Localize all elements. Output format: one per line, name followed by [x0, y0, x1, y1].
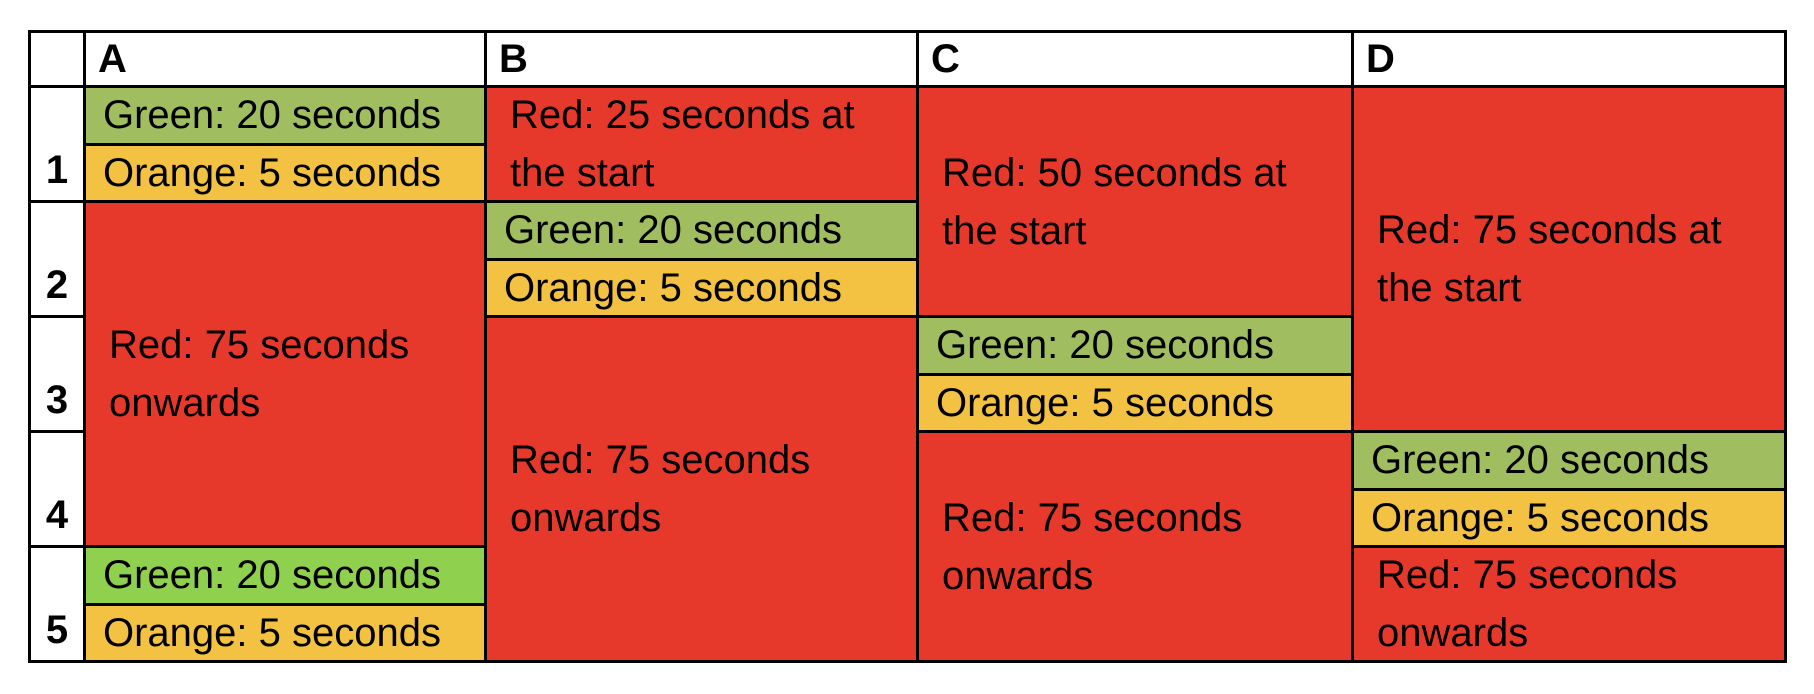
col-d-red-start: Red: 75 seconds at the start — [1354, 88, 1784, 430]
schedule-table: A B C D 1 2 3 4 5 Green: 20 seconds Oran… — [28, 30, 1787, 663]
row-label-2: 2 — [31, 203, 83, 315]
col-a-red-onwards: Red: 75 seconds onwards — [86, 203, 484, 545]
col-a-orange-start: Orange: 5 seconds — [86, 145, 484, 200]
col-c-green: Green: 20 seconds — [919, 318, 1351, 373]
col-b-red-start: Red: 25 seconds at the start — [487, 88, 916, 200]
col-a-green-end: Green: 20 seconds — [86, 548, 484, 603]
header-cell-c: C — [919, 33, 1351, 85]
header-cell-b: B — [487, 33, 916, 85]
row-label-5: 5 — [31, 548, 83, 660]
col-d-orange: Orange: 5 seconds — [1354, 490, 1784, 545]
col-c-orange: Orange: 5 seconds — [919, 375, 1351, 430]
row-label-4: 4 — [31, 433, 83, 545]
row-label-1: 1 — [31, 88, 83, 200]
corner-header-cell — [31, 33, 83, 85]
col-a-green-start: Green: 20 seconds — [86, 88, 484, 143]
col-c-red-onwards: Red: 75 seconds onwards — [919, 433, 1351, 660]
header-cell-a: A — [86, 33, 484, 85]
col-d-red-onwards: Red: 75 seconds onwards — [1354, 548, 1784, 660]
col-c-red-start: Red: 50 seconds at the start — [919, 88, 1351, 315]
col-d-green: Green: 20 seconds — [1354, 433, 1784, 488]
col-a-orange-end: Orange: 5 seconds — [86, 605, 484, 660]
col-b-red-onwards: Red: 75 seconds onwards — [487, 318, 916, 660]
row-label-3: 3 — [31, 318, 83, 430]
header-cell-d: D — [1354, 33, 1784, 85]
col-b-orange: Orange: 5 seconds — [487, 260, 916, 315]
col-b-green: Green: 20 seconds — [487, 203, 916, 258]
